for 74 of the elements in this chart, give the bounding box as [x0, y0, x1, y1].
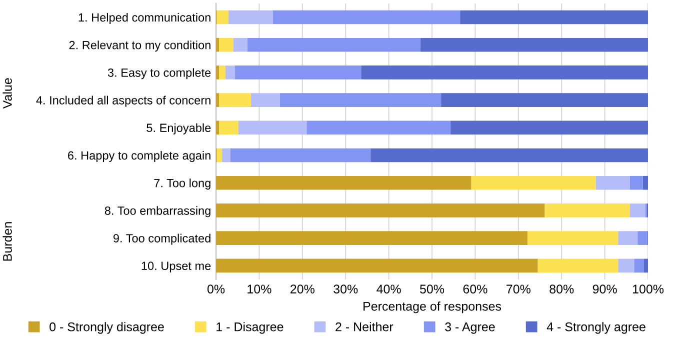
y-tick-label: 6. Happy to complete again — [68, 150, 210, 162]
bar — [370, 148, 648, 162]
x-tick-label: 90% — [592, 284, 617, 294]
x-tick-label: 60% — [463, 284, 488, 294]
x-tick-label: 100% — [632, 284, 664, 294]
bar — [216, 10, 229, 24]
y-tick-label: 3. Easy to complete — [108, 68, 211, 80]
x-tick-label: 40% — [376, 284, 401, 294]
x-tick-label: 20% — [290, 284, 314, 294]
bar — [216, 120, 220, 135]
text: Value — [2, 78, 12, 109]
bar — [527, 231, 618, 245]
bar — [228, 10, 274, 24]
bar — [222, 148, 230, 162]
x-tick-label: 70% — [506, 284, 530, 294]
bar — [248, 38, 420, 52]
bar — [235, 66, 362, 80]
y-tick-label: 1. Helped communication — [78, 12, 210, 24]
bar — [450, 120, 648, 135]
x-tick-label: 10% — [248, 284, 272, 294]
bar — [216, 231, 528, 245]
bar — [460, 10, 648, 24]
bar — [238, 120, 307, 135]
bar — [219, 38, 234, 52]
bar — [226, 66, 236, 80]
bar — [306, 120, 451, 135]
legend-label: 0 - Strongly disagree — [50, 322, 164, 334]
bar — [420, 38, 648, 52]
x-tick-label: 80% — [550, 284, 574, 294]
x-tick-label: 0% — [207, 284, 225, 294]
y-tick-label: 4. Included all aspects of concern — [36, 96, 210, 107]
bar — [361, 66, 648, 80]
bar — [216, 176, 472, 190]
bar — [216, 93, 220, 107]
bar — [219, 120, 238, 135]
y-tick-label: 2. Relevant to my condition — [69, 40, 210, 52]
bar — [273, 10, 460, 24]
legend-label: 1 - Disagree — [216, 322, 284, 334]
bar — [219, 66, 226, 80]
x-tick-label: 30% — [334, 284, 358, 294]
x-tick-label: 50% — [420, 284, 444, 294]
bar — [644, 258, 648, 273]
y-tick-label: 9. Too complicated — [113, 234, 210, 245]
bar — [538, 258, 618, 273]
bar — [638, 231, 648, 245]
bar — [216, 148, 222, 162]
legend-label: 4 - Strongly agree — [546, 322, 646, 334]
bar — [630, 176, 643, 190]
bar — [280, 93, 442, 107]
bar — [596, 176, 630, 190]
x-axis-title: Percentage of responses — [364, 302, 502, 314]
bar — [642, 176, 648, 190]
y-tick-label: 10. Upset me — [142, 262, 211, 272]
bar — [216, 258, 538, 273]
bar — [471, 176, 596, 190]
y-tick-label: 8. Too embarrassing — [104, 206, 210, 218]
bar — [219, 93, 251, 107]
bar — [230, 148, 371, 162]
y-tick-label: 5. Enjoyable — [146, 123, 211, 134]
legend-label: 3 - Agree — [445, 322, 495, 334]
bar — [441, 93, 648, 107]
bar — [630, 204, 646, 218]
legend-label: 2 - Neither — [336, 322, 394, 332]
bar — [233, 38, 248, 52]
bar — [216, 204, 545, 218]
bar — [216, 66, 220, 80]
bar — [250, 93, 280, 107]
text: Burden — [2, 222, 12, 261]
bar — [618, 258, 634, 273]
bar — [216, 38, 220, 52]
bar — [544, 204, 630, 218]
bar — [634, 258, 644, 273]
bar — [618, 231, 638, 245]
y-tick-label: 7. Too long — [154, 178, 210, 190]
